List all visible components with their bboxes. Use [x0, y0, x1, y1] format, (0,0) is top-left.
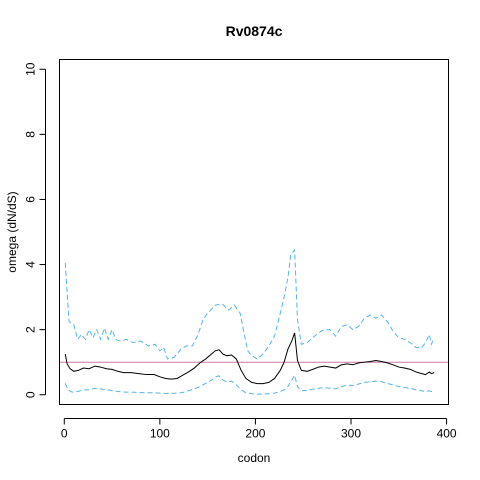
y-axis: 0 2 4 6 8 10 [24, 62, 46, 398]
plot-frame [59, 59, 449, 405]
series-layer [59, 248, 449, 395]
x-tick-label: 200 [245, 427, 265, 441]
y-tick-label: 2 [24, 326, 38, 333]
y-tick-label: 10 [24, 62, 38, 76]
chart-title: Rv0874c [226, 23, 283, 39]
x-tick-label: 0 [61, 427, 68, 441]
y-axis-label: omega (dN/dS) [5, 191, 19, 272]
y-tick-label: 4 [24, 261, 38, 268]
x-tick-label: 300 [341, 427, 361, 441]
y-tick-label: 0 [24, 391, 38, 398]
x-axis-label: codon [238, 451, 271, 465]
x-axis: 0 100 200 300 400 [61, 418, 457, 441]
series-upper-line [64, 248, 435, 360]
series-lower-line [64, 373, 435, 395]
y-tick-label: 6 [24, 196, 38, 203]
series-estimate-line [64, 332, 435, 385]
x-tick-label: 100 [150, 427, 170, 441]
y-tick-label: 8 [24, 131, 38, 138]
x-tick-label: 400 [437, 427, 457, 441]
